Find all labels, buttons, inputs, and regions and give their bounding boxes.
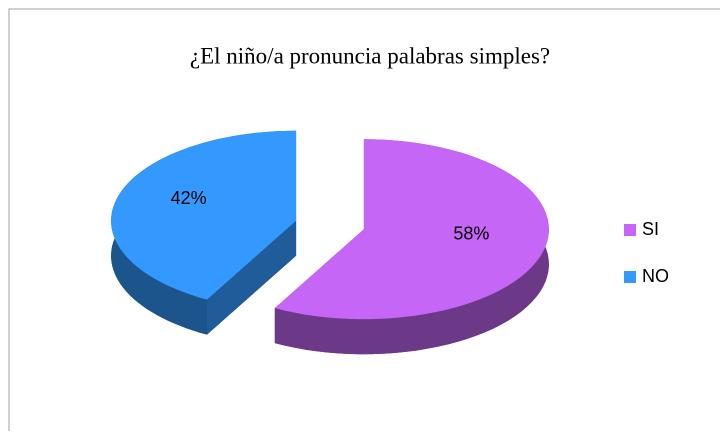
legend-label: NO [642,266,669,286]
chart-title: ¿El niño/a pronuncia palabras simples? [190,43,550,68]
data-label: 58% [453,223,489,243]
slice [274,139,549,320]
legend-label: SI [642,219,659,239]
slice [111,130,297,300]
legend-swatch [624,224,636,236]
slice-radial-wall [207,220,297,335]
data-label: 42% [171,188,207,208]
legend-swatch [624,271,636,283]
